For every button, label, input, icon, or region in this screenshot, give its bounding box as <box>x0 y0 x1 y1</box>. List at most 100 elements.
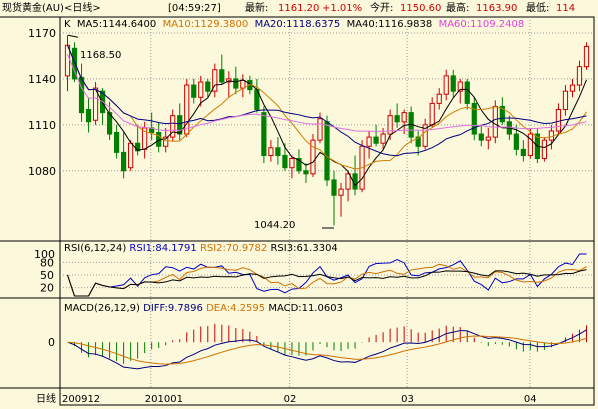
candle-body <box>170 115 176 138</box>
rsi-lines <box>67 253 587 297</box>
y-tick-label: 1140 <box>28 73 56 86</box>
x-tick-label: 200912 <box>62 394 100 405</box>
candle-body <box>289 158 295 169</box>
rsi2-legend: RSI2:70.9782 <box>199 243 268 254</box>
candle-body <box>485 136 491 141</box>
rsi-tick-label: 50 <box>40 269 54 282</box>
rsi1-legend: RSI1:84.1791 <box>129 243 197 254</box>
candle-body <box>464 81 470 104</box>
candle-body <box>261 112 267 156</box>
main-legend: K MA5:1144.6400 MA10:1129.3800 MA20:1118… <box>64 18 524 31</box>
candle-body <box>275 147 281 156</box>
candle-body <box>78 76 85 114</box>
candle-body <box>562 90 569 111</box>
rsi3-line <box>67 269 587 297</box>
candle-body <box>429 102 435 126</box>
annotation-low: 1044.20 <box>254 220 296 231</box>
candle-body <box>541 139 548 160</box>
candle-body <box>282 154 288 169</box>
candle-body <box>212 69 218 92</box>
candle-body <box>205 81 211 92</box>
macd-value-legend: MACD:11.0603 <box>268 303 344 314</box>
change-percent: +1.01% <box>322 3 363 14</box>
candle-body <box>163 136 169 147</box>
candle-body <box>113 132 120 153</box>
low-value: 114 <box>556 3 576 14</box>
diff-line <box>67 329 587 370</box>
rsi-label: RSI(6,12,24) <box>64 243 127 254</box>
high-label: 最高: <box>446 3 470 14</box>
dea-line <box>67 335 587 365</box>
x-tick-label: 02 <box>284 394 297 405</box>
low-label: 最低: <box>526 3 550 14</box>
x-axis-label: 日线 <box>36 392 56 405</box>
candle-body <box>331 179 337 196</box>
candle-body <box>85 109 92 123</box>
ma40-legend: MA40:1116.9838 <box>346 19 433 30</box>
candle-body <box>296 158 302 172</box>
candle-body <box>135 142 141 152</box>
dea-legend: DEA:4.2595 <box>206 303 266 314</box>
open-value: 1150.60 <box>400 3 442 14</box>
candle-body <box>233 78 239 89</box>
latest-value: 1161.20 <box>278 3 320 14</box>
chart-type-label: K <box>64 19 71 30</box>
candle-body <box>303 170 309 175</box>
candle-body <box>436 93 442 104</box>
candle-body <box>156 132 162 147</box>
high-arrow <box>67 34 79 38</box>
candle-body <box>457 81 463 92</box>
candle-body <box>366 136 372 147</box>
candle-body <box>121 151 127 172</box>
candle-body <box>177 115 183 135</box>
candle-body <box>387 115 393 135</box>
candle-body <box>471 102 477 135</box>
candle-body <box>513 133 519 150</box>
macd-zero-label: 0 <box>48 336 55 349</box>
candle-body <box>71 47 78 80</box>
candle-body <box>373 136 379 144</box>
candle-body <box>394 115 400 123</box>
x-tick-label: 04 <box>524 394 537 405</box>
candle-body <box>450 75 456 92</box>
candle-body <box>106 112 113 135</box>
y-tick-label: 1170 <box>28 27 56 40</box>
candle-body <box>317 118 323 141</box>
candle-body <box>548 130 555 141</box>
candle-body <box>92 87 99 121</box>
candle-body <box>310 139 316 175</box>
ma10-legend: MA10:1129.3800 <box>162 19 249 30</box>
candle-body <box>576 66 583 86</box>
candle-body <box>338 188 344 196</box>
x-tick-label: 03 <box>401 394 414 405</box>
rsi-legend: RSI(6,12,24) RSI1:84.1791 RSI2:70.9782 R… <box>64 242 338 255</box>
candle-body <box>219 69 225 83</box>
candle-body <box>499 105 505 123</box>
y-tick-label: 1110 <box>28 119 56 132</box>
candle-body <box>324 121 330 181</box>
axis-labels: 1170 1140 1110 1080 200912 201001 02 03 04 日线 1008… <box>28 27 537 405</box>
candle-body <box>569 84 576 92</box>
annotation-high: 1168.50 <box>80 50 122 61</box>
macd-lines <box>67 329 587 370</box>
candle-body <box>198 81 204 98</box>
rsi-tick-label: 20 <box>40 282 54 295</box>
candle-body <box>527 133 533 156</box>
ma60-line <box>67 54 587 132</box>
moving-average-lines <box>67 45 587 187</box>
y-tick-label: 1080 <box>28 165 56 178</box>
diff-legend: DIFF:9.7896 <box>143 303 203 314</box>
rsi-tick-label: 100 <box>34 248 55 261</box>
macd-legend: MACD(26,12,9) DIFF:9.7896 DEA:4.2595 MAC… <box>64 302 343 315</box>
candle-body <box>191 84 197 98</box>
instrument-title: 现货黄金(AU)<日线> <box>2 3 101 14</box>
ma10-line <box>67 45 587 170</box>
candle-body <box>422 124 428 147</box>
candle-body <box>443 75 449 95</box>
chart-frame <box>0 16 595 406</box>
open-label: 今开: <box>370 3 394 14</box>
candle-body <box>380 133 386 144</box>
candlestick-series[interactable] <box>64 35 590 226</box>
candle-body <box>240 79 246 89</box>
